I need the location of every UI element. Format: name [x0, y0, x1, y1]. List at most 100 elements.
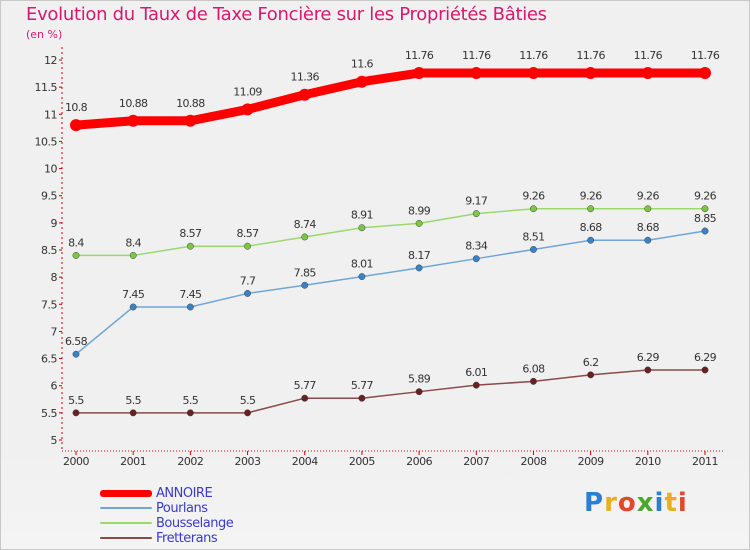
x-tick-label: 2011 [692, 455, 718, 468]
data-point-pourlans [415, 264, 423, 272]
logo-letter: i [677, 488, 688, 518]
data-point-bousselange [587, 205, 595, 213]
legend-swatch [100, 489, 152, 497]
data-point-fretterans [472, 381, 480, 389]
data-label-pourlans: 8.68 [580, 221, 603, 234]
y-tick-label: 12 [44, 54, 57, 67]
data-label-annoire: 10.88 [119, 97, 148, 110]
data-point-pourlans [587, 236, 595, 244]
y-tick-label: 8.5 [41, 244, 57, 257]
data-label-annoire: 11.76 [576, 49, 605, 62]
data-label-fretterans: 5.77 [351, 379, 374, 392]
data-label-fretterans: 5.77 [294, 379, 317, 392]
data-label-pourlans: 6.58 [65, 335, 88, 348]
y-tick-label: 7 [51, 325, 58, 338]
legend-label: Pourlans [156, 500, 208, 516]
x-tick-label: 2009 [578, 455, 604, 468]
data-point-bousselange [530, 205, 537, 213]
data-label-fretterans: 6.29 [637, 351, 660, 364]
logo-letter: i [654, 488, 665, 518]
y-tick-label: 6.5 [41, 353, 57, 366]
data-label-bousselange: 8.4 [125, 236, 141, 249]
data-label-bousselange: 9.26 [522, 190, 545, 203]
data-point-bousselange [186, 242, 194, 250]
data-point-fretterans [587, 371, 595, 379]
series-line-annoire [71, 68, 710, 130]
data-label-pourlans: 8.85 [694, 212, 717, 225]
y-tick-label: 9 [51, 217, 58, 230]
data-label-annoire: 11.76 [519, 49, 548, 62]
data-point-pourlans [644, 236, 652, 244]
data-point-annoire [699, 67, 711, 80]
data-label-pourlans: 7.45 [179, 288, 202, 301]
data-point-pourlans [244, 289, 251, 297]
data-point-bousselange [301, 233, 309, 241]
legend-label: Bousselange [156, 515, 234, 531]
data-label-pourlans: 7.7 [240, 274, 256, 287]
x-tick-label: 2006 [406, 455, 432, 468]
logo-letter: P [584, 488, 605, 518]
data-label-bousselange: 8.57 [236, 227, 259, 240]
data-label-annoire: 11.76 [634, 49, 663, 62]
data-point-bousselange [644, 205, 652, 213]
proxiti-logo: Proxiti [584, 488, 688, 518]
data-point-annoire [70, 119, 82, 132]
data-point-pourlans [301, 281, 309, 289]
data-point-pourlans [530, 246, 537, 253]
data-point-bousselange [129, 251, 137, 259]
data-label-pourlans: 7.45 [122, 288, 145, 301]
data-label-annoire: 11.76 [405, 49, 434, 62]
data-point-annoire [641, 67, 654, 80]
data-label-annoire: 11.76 [462, 49, 491, 62]
legend-item-annoire: ANNOIRE [100, 485, 213, 501]
legend-swatch [100, 522, 152, 524]
series-line-bousselange [75, 207, 706, 257]
data-point-annoire [184, 114, 197, 127]
logo-letter: o [617, 488, 637, 518]
data-label-bousselange: 9.26 [694, 190, 717, 203]
data-point-fretterans [415, 388, 423, 396]
data-label-annoire: 10.8 [65, 101, 88, 114]
data-label-annoire: 11.76 [691, 49, 720, 62]
data-point-fretterans [72, 409, 80, 417]
data-point-bousselange [358, 224, 366, 232]
data-label-fretterans: 5.5 [68, 394, 84, 407]
data-point-bousselange [244, 242, 251, 250]
data-label-fretterans: 6.01 [465, 366, 487, 379]
x-tick-label: 2003 [235, 455, 261, 468]
y-tick-label: 8 [51, 271, 58, 284]
data-label-bousselange: 9.17 [465, 195, 488, 208]
logo-letter: x [636, 488, 655, 518]
data-label-pourlans: 8.34 [465, 240, 488, 253]
x-tick-label: 2010 [635, 455, 661, 468]
data-point-annoire [241, 103, 254, 116]
data-label-pourlans: 8.17 [408, 249, 431, 262]
y-tick-label: 5 [51, 434, 58, 447]
plot-area [62, 47, 723, 451]
data-point-fretterans [244, 409, 251, 417]
data-label-bousselange: 9.26 [580, 190, 603, 203]
legend-label: ANNOIRE [156, 485, 213, 501]
data-point-annoire [298, 88, 311, 101]
x-tick-label: 2005 [349, 455, 375, 468]
data-point-fretterans [701, 366, 709, 374]
legend-label: Fretterans [156, 530, 218, 546]
data-point-fretterans [358, 394, 366, 402]
data-label-annoire: 10.88 [176, 97, 205, 110]
data-label-annoire: 11.36 [290, 71, 319, 84]
data-point-fretterans [644, 366, 652, 374]
x-tick-label: 2001 [120, 455, 146, 468]
data-point-bousselange [701, 205, 709, 213]
units-label: (en %) [26, 28, 63, 41]
data-point-annoire [584, 67, 597, 80]
data-label-pourlans: 8.51 [522, 230, 544, 243]
data-point-fretterans [129, 409, 137, 417]
x-tick-label: 2008 [520, 455, 546, 468]
y-tick-label: 9.5 [41, 190, 57, 203]
data-point-annoire [355, 75, 368, 88]
data-point-pourlans [186, 303, 194, 311]
data-point-annoire [470, 67, 483, 80]
data-point-bousselange [415, 219, 423, 227]
data-label-bousselange: 8.74 [294, 218, 317, 231]
legend-swatch [100, 507, 152, 509]
